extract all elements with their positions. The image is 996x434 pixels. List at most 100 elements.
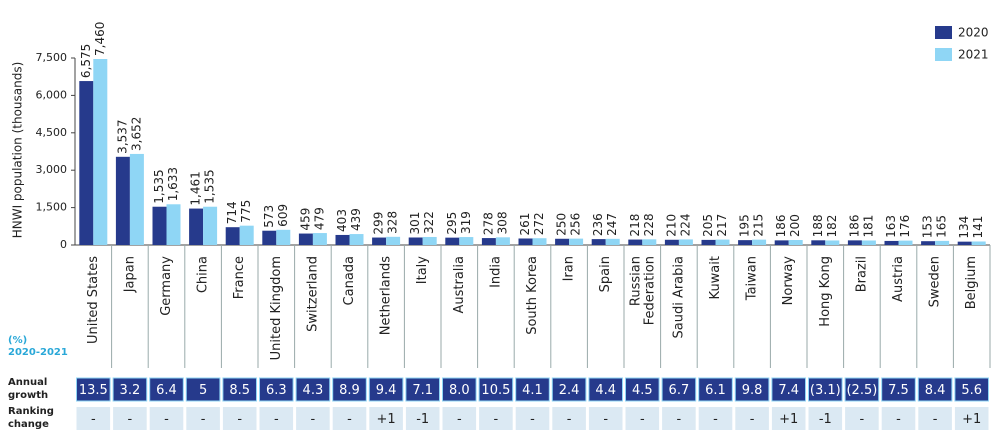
value-label: 217 [715,214,729,237]
value-label: 459 [298,208,312,231]
bar [957,241,972,245]
cell-value: 4.1 [522,383,543,398]
bar [79,81,94,246]
bar [628,239,643,245]
bar [386,236,401,245]
cell-value: +1 [377,412,396,427]
cell-value: +1 [962,412,981,427]
bar [884,240,899,245]
ranking-cell [515,407,550,430]
value-label: 218 [628,214,642,237]
cell-value: - [530,412,535,427]
x-tick-label: China [196,256,211,293]
value-label: 3,652 [129,117,143,151]
growth-cell [295,377,331,402]
legend-label: 2020 [958,26,989,40]
cell-value: +1 [779,412,798,427]
ranking-cell [808,407,843,430]
value-label: 210 [664,214,678,237]
bar [825,240,840,245]
value-label: 215 [752,214,766,237]
x-tick-label: Switzerland [305,256,320,332]
cell-value: - [860,412,865,427]
cell-value: - [201,412,206,427]
ranking-cell [296,407,330,430]
cell-value: - [640,412,645,427]
value-label: 1,535 [203,169,217,203]
growth-cell [442,377,477,402]
legend-swatch [935,48,952,61]
table-unit: (%) [8,335,27,346]
ranking-cell [76,407,111,430]
bar [774,240,789,245]
growth-cell [917,377,953,402]
ranking-cell [954,407,989,430]
y-tick-label: 4,500 [36,126,68,139]
cell-value: - [896,412,901,427]
cell-value: - [933,412,938,427]
value-label: 479 [312,207,326,230]
row-label: growth [8,390,48,401]
value-label: 6,575 [79,44,93,78]
ranking-cell [698,407,733,430]
value-label: 308 [495,211,509,234]
bar [152,206,167,245]
value-label: 256 [569,213,583,236]
x-tick-label: Brazil [854,256,869,292]
cell-value: 13.5 [79,383,108,398]
value-label: 1,633 [166,167,180,201]
y-tick-label: 1,500 [36,201,68,214]
cell-value: 5 [199,383,207,398]
cell-value: 4.4 [595,383,616,398]
x-tick-label: India [488,256,503,288]
bar [752,239,767,245]
row-label: change [8,419,49,430]
cell-value: 9.4 [376,383,397,398]
x-tick-label-line: Russian [628,256,643,306]
cell-value: - [603,412,608,427]
growth-cell [954,377,990,402]
ranking-cell [222,407,257,430]
ranking-cell [662,407,696,430]
x-tick-label: Taiwan [745,256,760,301]
value-label: 224 [678,214,692,237]
cell-value: - [457,412,462,427]
growth-cell [808,377,843,402]
growth-cell [588,377,624,402]
cell-value: 5.6 [961,383,982,398]
bar [555,238,570,245]
cell-value: 7.1 [412,383,433,398]
bar [738,240,753,245]
value-label: 3,537 [115,119,129,153]
ranking-cell [588,407,623,430]
bar [605,238,620,245]
value-label: 299 [372,212,386,235]
bar [335,234,350,245]
growth-cell [734,377,770,402]
bar [203,206,218,245]
value-label: 134 [957,216,971,239]
bar [664,239,679,245]
row-label: Annual [8,377,47,388]
value-label: 205 [701,214,715,237]
value-label: 182 [825,215,839,238]
value-label: 188 [811,214,825,237]
x-tick-label: Hong Kong [818,256,833,327]
value-label: 200 [788,214,802,237]
cell-value: - [713,412,718,427]
bar [921,241,936,245]
cell-value: - [91,412,96,427]
cell-value: 7.4 [778,383,799,398]
growth-cell [76,377,111,402]
x-tick-label: United States [86,256,101,344]
cell-value: - [347,412,352,427]
cell-value: 4.5 [632,383,653,398]
x-tick-label: France [232,256,247,299]
x-tick-label: Australia [452,256,467,314]
growth-cell [185,377,221,402]
value-label: 7,460 [93,22,107,56]
value-label: 1,535 [152,169,166,203]
bar [408,237,423,245]
cell-value: - [567,412,572,427]
